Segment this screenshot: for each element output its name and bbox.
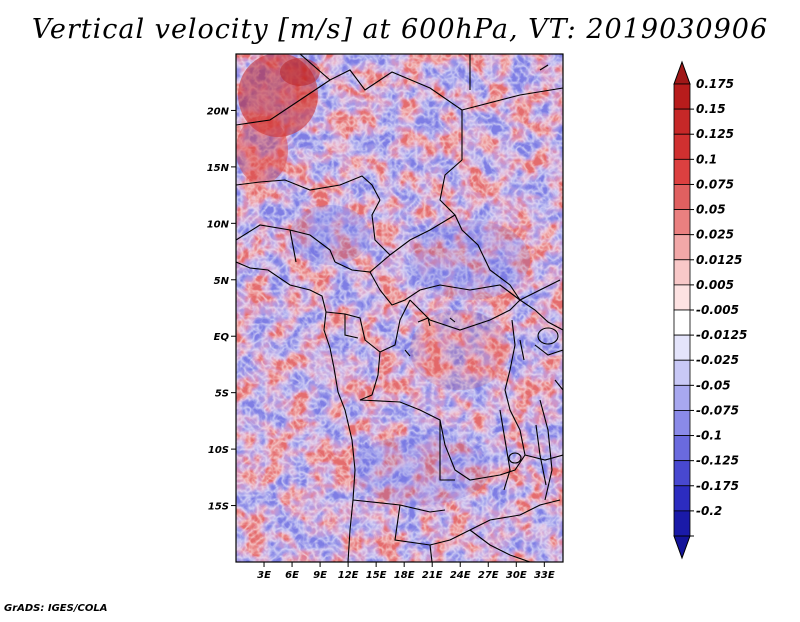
colorbar-label: 0.1 xyxy=(696,152,717,166)
colorbar-swatch xyxy=(673,359,691,386)
colorbar-swatch xyxy=(673,184,691,210)
velocity-field xyxy=(236,54,563,562)
colorbar-swatch xyxy=(673,410,691,436)
lon-tick-label: 27E xyxy=(478,570,499,581)
colorbar-label: 0.025 xyxy=(696,228,734,242)
colorbar-swatch xyxy=(673,209,691,236)
colorbar-swatch xyxy=(673,435,691,462)
lon-tick-label: 30E xyxy=(506,570,527,581)
colorbar-swatch xyxy=(673,309,691,336)
colorbar-swatch xyxy=(673,234,691,261)
longitude-axis: 3E 6E 9E 12E 15E 18E 21E 24E 27E 30E 33E xyxy=(257,562,555,581)
lon-tick-label: 18E xyxy=(394,570,415,581)
lat-tick-label: EQ xyxy=(214,332,230,343)
credit-label: GrADS: IGES/COLA xyxy=(4,603,108,614)
colorbar-swatch xyxy=(673,133,691,160)
colorbar-label: -0.025 xyxy=(696,353,739,367)
colorbar-swatch xyxy=(673,158,691,185)
colorbar-label: 0.005 xyxy=(696,278,734,292)
lat-tick-label: 10N xyxy=(207,219,230,230)
lon-tick-label: 3E xyxy=(257,570,271,581)
lat-tick-label: 10S xyxy=(208,445,229,456)
lon-tick-label: 6E xyxy=(285,570,299,581)
lat-tick-label: 5S xyxy=(215,389,229,400)
colorbar-label: -0.05 xyxy=(696,378,731,392)
colorbar-label: 0.05 xyxy=(696,203,726,217)
lon-tick-label: 21E xyxy=(422,570,443,581)
colorbar-label: -0.0125 xyxy=(696,328,747,342)
map-frame xyxy=(235,53,564,563)
colorbar-label: 0.075 xyxy=(696,177,734,191)
lon-tick-label: 15E xyxy=(366,570,387,581)
country-borders xyxy=(236,54,563,562)
colorbar-label: -0.175 xyxy=(696,479,739,493)
colorbar-swatch xyxy=(673,510,691,537)
colorbar-label: -0.2 xyxy=(696,504,722,518)
colorbar-label: -0.1 xyxy=(696,429,722,443)
colorbar-swatch xyxy=(673,460,691,487)
lat-tick-label: 5N xyxy=(214,276,230,287)
colorbar-label: 0.175 xyxy=(696,77,734,91)
lat-tick-label: 15N xyxy=(207,163,230,174)
lon-tick-label: 24E xyxy=(450,570,471,581)
colorbar-label: 0.0125 xyxy=(696,253,742,267)
lat-tick-label: 15S xyxy=(208,502,229,513)
colorbar-label: 0.15 xyxy=(696,102,726,116)
latitude-axis: 20N 15N 10N 5N EQ 5S 10S 15S xyxy=(207,106,236,513)
colorbar-swatch xyxy=(673,334,691,361)
colorbar-swatch xyxy=(673,384,691,411)
colorbar-swatch xyxy=(673,485,691,512)
lon-tick-label: 12E xyxy=(338,570,359,581)
colorbar-label: -0.005 xyxy=(696,303,739,317)
colorbar-over-arrow xyxy=(673,60,691,85)
colorbar-label: -0.125 xyxy=(696,454,739,468)
colorbar-swatch xyxy=(673,108,691,135)
lat-tick-label: 20N xyxy=(207,106,230,117)
colorbar: 0.175 0.15 0.125 0.1 0.075 0.05 0.025 0.0125 0.0… xyxy=(673,60,747,560)
colorbar-swatch xyxy=(673,284,691,311)
colorbar-label: -0.075 xyxy=(696,403,739,417)
colorbar-swatch xyxy=(673,83,691,110)
lon-tick-label: 33E xyxy=(534,570,555,581)
colorbar-under-arrow xyxy=(673,535,691,560)
colorbar-swatch xyxy=(673,259,691,286)
colorbar-label: 0.125 xyxy=(696,127,734,141)
lon-tick-label: 9E xyxy=(313,570,327,581)
map-title: Vertical velocity [m/s] at 600hPa, VT: 2… xyxy=(31,14,769,45)
